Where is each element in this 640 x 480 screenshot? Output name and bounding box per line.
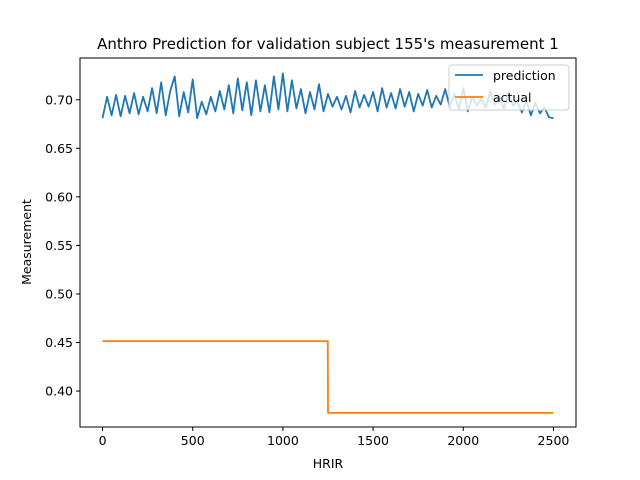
legend-label-prediction: prediction (493, 68, 556, 83)
y-tick-label: 0.55 (45, 238, 73, 253)
x-tick-label: 2000 (447, 433, 479, 448)
y-tick-label: 0.65 (45, 141, 73, 156)
x-tick-label: 1500 (357, 433, 389, 448)
x-tick-label: 500 (181, 433, 205, 448)
y-tick-label: 0.50 (45, 286, 73, 301)
x-axis: 0 500 1000 1500 2000 2500 (99, 427, 570, 448)
y-tick-label: 0.45 (45, 335, 73, 350)
y-tick-label: 0.60 (45, 189, 73, 204)
chart-title: Anthro Prediction for validation subject… (97, 35, 559, 53)
y-axis-label: Measurement (19, 199, 34, 285)
series-line-actual (102, 340, 554, 414)
x-tick-label: 2500 (538, 433, 570, 448)
x-tick-label: 1000 (267, 433, 299, 448)
y-axis: 0.40 0.45 0.50 0.55 0.60 0.65 0.70 (45, 92, 80, 399)
x-tick-label: 0 (99, 433, 107, 448)
x-axis-label: HRIR (313, 456, 344, 471)
legend: prediction actual (448, 64, 570, 111)
legend-label-actual: actual (493, 90, 532, 105)
y-tick-label: 0.40 (45, 384, 73, 399)
y-tick-label: 0.70 (45, 92, 73, 107)
plot-frame (79, 57, 577, 428)
legend-box (448, 64, 570, 111)
